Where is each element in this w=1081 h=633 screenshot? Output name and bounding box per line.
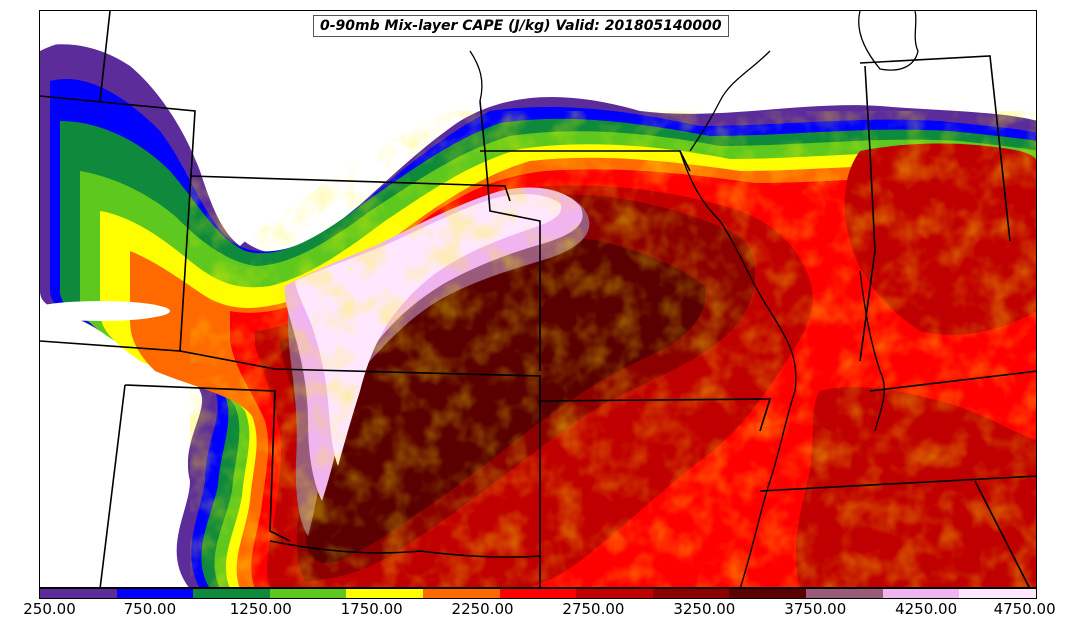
colorbar-segment — [652, 589, 730, 598]
colorbar-segment — [193, 589, 270, 598]
cape-texture — [190, 111, 1036, 587]
colorbar-tick-label: 2750.00 — [562, 600, 625, 618]
colorbar-tick-label: 1250.00 — [229, 600, 292, 618]
colorbar-tick-label: 3750.00 — [784, 600, 847, 618]
colorbar-tick-label: 250.00 — [23, 600, 76, 618]
state-boundaries — [40, 11, 1036, 587]
colorbar-tick-label: 750.00 — [123, 600, 177, 618]
map-panel — [39, 10, 1037, 588]
cape-field-map — [40, 11, 1036, 587]
colorbar-tick-label: 2250.00 — [451, 600, 514, 618]
colorbar — [39, 588, 1037, 599]
colorbar-segment — [882, 589, 960, 598]
colorbar-segment — [346, 589, 424, 598]
colorbar-segment — [423, 589, 500, 598]
colorbar-segment — [576, 589, 653, 598]
colorbar-segment — [269, 589, 347, 598]
colorbar-tick-label: 3250.00 — [673, 600, 736, 618]
rivers — [469, 11, 919, 587]
colorbar-segment — [959, 589, 1036, 598]
colorbar-segment — [499, 589, 577, 598]
colorbar-ticks: 250.00 750.00 1250.00 1750.00 2250.00 2750.00… — [0, 600, 1081, 630]
colorbar-tick-label: 1750.00 — [340, 600, 403, 618]
colorbar-segment — [729, 589, 807, 598]
missing-areas — [40, 11, 1036, 321]
colorbar-segment — [40, 589, 117, 598]
colorbar-tick-label: 4250.00 — [895, 600, 958, 618]
colorbar-segment — [116, 589, 194, 598]
map-title: 0-90mb Mix-layer CAPE (J/kg) Valid: 2018… — [313, 15, 729, 37]
colorbar-segment — [806, 589, 883, 598]
colorbar-tick-label: 4750.00 — [993, 600, 1056, 618]
